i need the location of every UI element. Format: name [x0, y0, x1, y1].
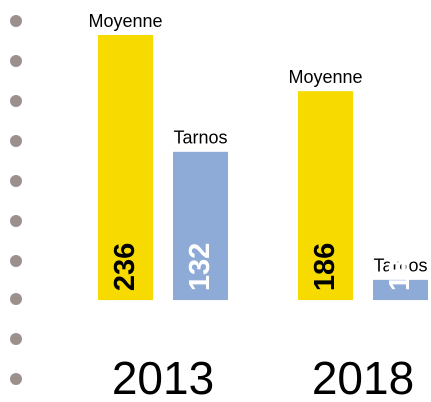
dot	[10, 135, 22, 147]
category-label: 2018	[312, 352, 414, 402]
dot	[10, 293, 22, 305]
series-label: Moyenne	[88, 11, 162, 31]
bar	[373, 279, 428, 301]
bar	[98, 35, 153, 301]
dot-column	[10, 15, 22, 385]
dot	[10, 215, 22, 227]
dot	[10, 55, 22, 67]
dot	[10, 95, 22, 107]
value-label: 18	[384, 259, 416, 291]
value-label: 236	[109, 243, 141, 291]
value-label: 186	[309, 243, 341, 291]
value-label: 132	[184, 243, 216, 291]
dot	[10, 373, 22, 385]
bar	[173, 151, 228, 301]
dot	[10, 175, 22, 187]
dot	[10, 15, 22, 27]
series-label: Tarnos	[373, 256, 427, 276]
category-label: 2013	[112, 352, 214, 402]
bar	[298, 91, 353, 301]
dot	[10, 333, 22, 345]
series-label: Moyenne	[288, 67, 362, 87]
dot	[10, 255, 22, 267]
series-label: Tarnos	[173, 128, 227, 148]
